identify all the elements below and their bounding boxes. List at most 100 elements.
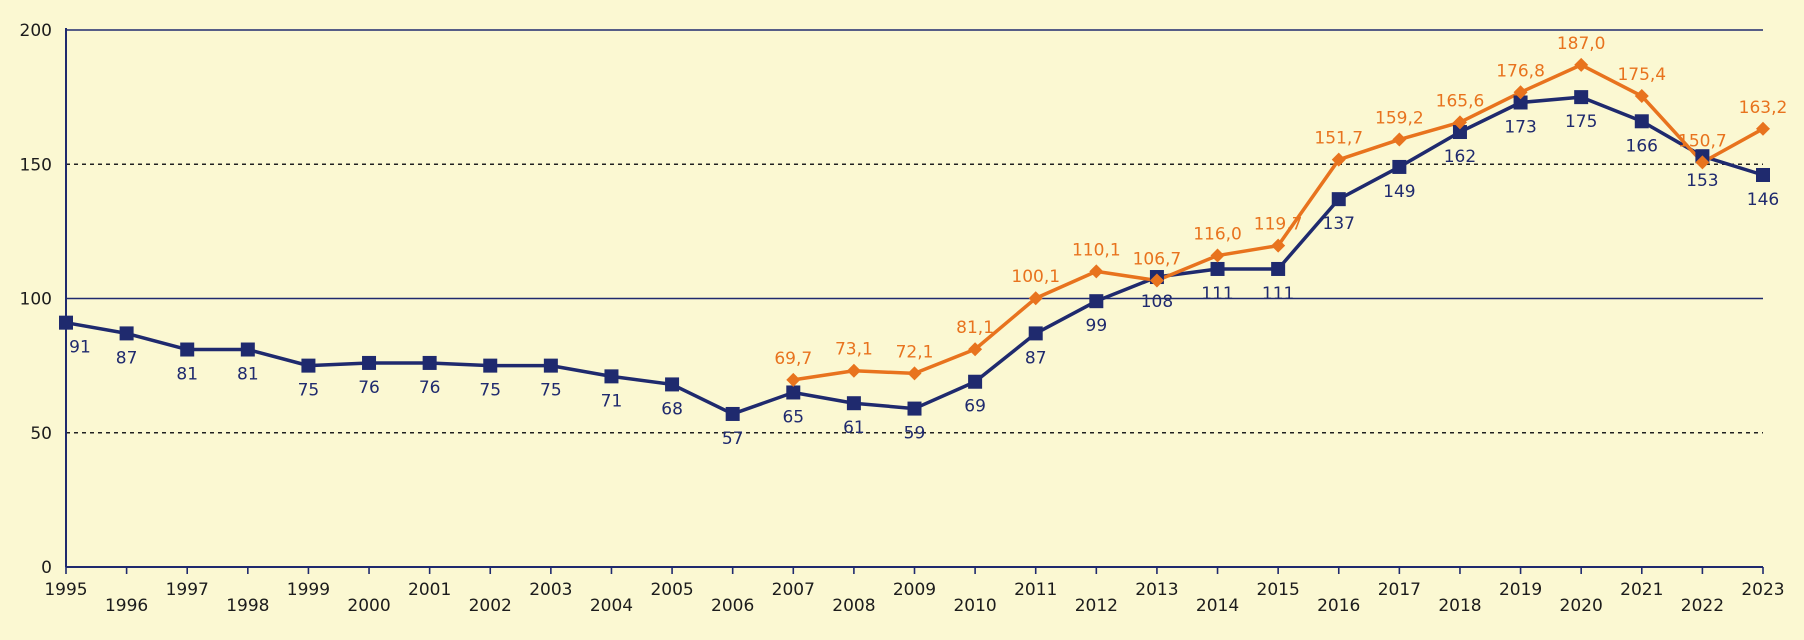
square-marker bbox=[1452, 125, 1467, 140]
x-tick-label: 2005 bbox=[650, 580, 693, 600]
data-label: 111 bbox=[1201, 284, 1233, 304]
data-label: 75 bbox=[479, 381, 501, 401]
x-tick-label: 1995 bbox=[44, 580, 87, 600]
data-label: 69 bbox=[964, 397, 986, 417]
x-tick-label: 2013 bbox=[1135, 580, 1178, 600]
data-label: 119,7 bbox=[1254, 215, 1303, 235]
y-tick-label: 100 bbox=[20, 290, 52, 310]
square-marker bbox=[1756, 167, 1770, 182]
data-label: 149 bbox=[1383, 182, 1415, 202]
square-marker bbox=[240, 342, 255, 357]
x-tick-label: 2009 bbox=[893, 580, 936, 600]
data-label: 76 bbox=[358, 378, 380, 398]
square-marker bbox=[119, 326, 134, 341]
x-tick-label: 2006 bbox=[711, 596, 754, 616]
diamond-marker bbox=[1452, 115, 1467, 130]
diamond-marker bbox=[968, 342, 983, 357]
data-label: 81 bbox=[176, 365, 198, 385]
data-label: 91 bbox=[69, 338, 91, 358]
diamond-marker bbox=[1210, 248, 1225, 263]
data-label: 73,1 bbox=[835, 340, 873, 360]
x-axis: 1995 1996 1997 1998 1999 2000 2001 2002 2003 2004… bbox=[44, 567, 1785, 616]
data-label: 151,7 bbox=[1314, 129, 1363, 149]
square-marker bbox=[968, 374, 983, 389]
x-tick-label: 2008 bbox=[832, 596, 875, 616]
data-label: 165,6 bbox=[1436, 91, 1485, 111]
x-tick-label: 2020 bbox=[1560, 596, 1603, 616]
x-tick-label: 1998 bbox=[226, 596, 269, 616]
data-label: 116,0 bbox=[1193, 225, 1242, 245]
grid-lines bbox=[65, 28, 1763, 568]
x-tick-label: 1997 bbox=[166, 580, 209, 600]
data-label: 163,2 bbox=[1739, 98, 1788, 118]
x-tick-label: 2003 bbox=[529, 580, 572, 600]
data-label: 99 bbox=[1086, 316, 1108, 336]
square-marker bbox=[59, 315, 73, 330]
data-label: 159,2 bbox=[1375, 109, 1424, 129]
x-tick-label: 2023 bbox=[1741, 580, 1784, 600]
diamond-marker bbox=[907, 366, 922, 381]
data-label: 81 bbox=[237, 365, 259, 385]
diamond-marker bbox=[1149, 273, 1164, 288]
y-axis-tick-labels: 0 50 100 150 200 bbox=[20, 21, 52, 578]
x-tick-label: 2000 bbox=[347, 596, 390, 616]
y-tick-label: 200 bbox=[20, 21, 52, 41]
x-tick-label: 2012 bbox=[1075, 596, 1118, 616]
data-label: 72,1 bbox=[896, 342, 934, 362]
square-marker bbox=[301, 358, 316, 373]
square-marker bbox=[1271, 261, 1286, 276]
data-label: 175 bbox=[1565, 112, 1597, 132]
data-label: 61 bbox=[843, 418, 865, 438]
diamond-marker bbox=[1756, 121, 1770, 136]
data-label: 68 bbox=[661, 399, 683, 419]
data-label: 137 bbox=[1323, 214, 1355, 234]
square-marker bbox=[1089, 294, 1104, 309]
data-label: 175,4 bbox=[1617, 65, 1666, 85]
y-tick-label: 50 bbox=[30, 424, 52, 444]
x-tick-label: 1999 bbox=[287, 580, 330, 600]
x-tick-label: 2019 bbox=[1499, 580, 1542, 600]
data-label: 59 bbox=[904, 424, 926, 444]
diamond-marker bbox=[1028, 291, 1043, 306]
diamond-marker bbox=[1271, 238, 1286, 253]
square-marker bbox=[362, 355, 377, 370]
data-label: 57 bbox=[722, 429, 744, 449]
square-marker bbox=[725, 406, 740, 421]
square-marker bbox=[665, 377, 680, 392]
data-label: 176,8 bbox=[1496, 61, 1545, 81]
diamond-marker bbox=[1331, 152, 1346, 167]
square-marker bbox=[483, 358, 498, 373]
data-labels: 91 87 81 81 75 76 76 75 75 71 68 57 65 61 59 69 87 99 108 1… bbox=[69, 34, 1787, 449]
series-layer bbox=[59, 57, 1770, 421]
y-tick-label: 150 bbox=[20, 155, 52, 175]
square-marker bbox=[907, 401, 922, 416]
diamond-marker bbox=[846, 363, 861, 378]
data-label: 110,1 bbox=[1072, 240, 1121, 260]
x-tick-label: 2007 bbox=[772, 580, 815, 600]
data-label: 69,7 bbox=[774, 349, 812, 369]
diamond-marker bbox=[1392, 132, 1407, 147]
data-label: 75 bbox=[298, 381, 320, 401]
square-marker bbox=[1210, 261, 1225, 276]
data-label: 187,0 bbox=[1557, 34, 1606, 54]
data-label: 65 bbox=[782, 407, 804, 427]
data-label: 108 bbox=[1141, 292, 1173, 312]
x-tick-label: 2001 bbox=[408, 580, 451, 600]
x-tick-label: 2016 bbox=[1317, 596, 1360, 616]
data-label: 173 bbox=[1504, 117, 1536, 137]
x-tick-label: 2015 bbox=[1257, 580, 1300, 600]
diamond-marker bbox=[786, 372, 801, 387]
square-marker bbox=[422, 355, 437, 370]
x-tick-label: 2004 bbox=[590, 596, 633, 616]
x-tick-label: 1996 bbox=[105, 596, 148, 616]
diamond-marker bbox=[1089, 264, 1104, 279]
x-tick-label: 2014 bbox=[1196, 596, 1239, 616]
data-label: 153 bbox=[1686, 171, 1718, 191]
x-tick-label: 2017 bbox=[1378, 580, 1421, 600]
x-tick-label: 2011 bbox=[1014, 580, 1057, 600]
data-label: 100,1 bbox=[1011, 267, 1060, 287]
data-label: 146 bbox=[1747, 190, 1779, 210]
square-marker bbox=[1574, 90, 1589, 105]
square-marker bbox=[604, 369, 619, 384]
